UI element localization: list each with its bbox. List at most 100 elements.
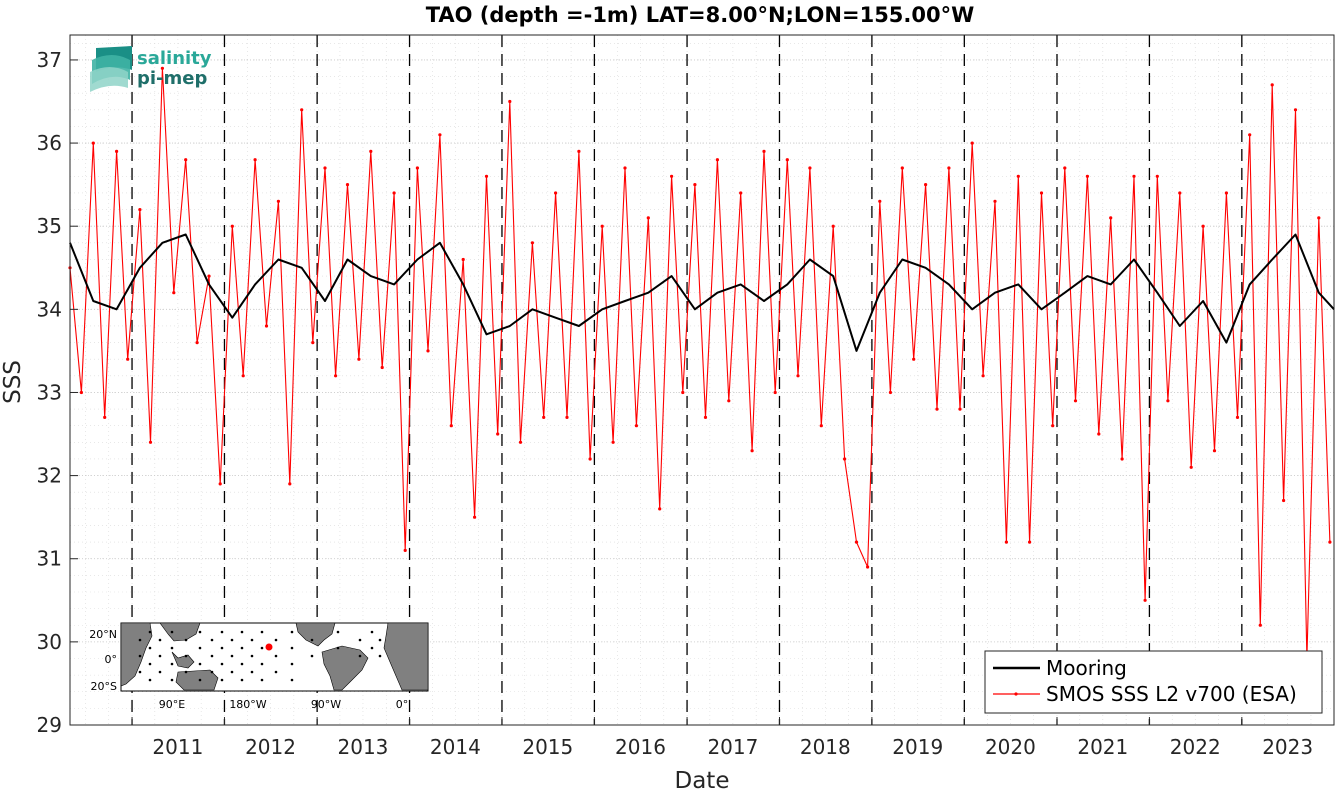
x-tick-label: 2012 bbox=[245, 735, 296, 759]
series-smos-point bbox=[831, 224, 835, 228]
series-smos-point bbox=[415, 166, 419, 170]
series-smos-point bbox=[878, 199, 882, 203]
inset-map-buoy bbox=[240, 630, 244, 634]
y-tick-label: 32 bbox=[37, 464, 62, 488]
series-smos-point bbox=[403, 548, 407, 553]
inset-map-buoy bbox=[170, 646, 174, 650]
series-smos-point bbox=[1248, 133, 1252, 137]
series-smos-point bbox=[634, 424, 639, 428]
series-smos-point bbox=[646, 216, 650, 220]
x-tick-label: 2019 bbox=[892, 735, 943, 759]
series-smos-point bbox=[230, 224, 234, 228]
series-smos-point bbox=[1201, 224, 1205, 228]
series-smos-point bbox=[565, 415, 569, 419]
series-smos-point bbox=[866, 565, 870, 569]
series-smos-point bbox=[1063, 166, 1067, 170]
series-smos-point bbox=[1212, 449, 1217, 453]
y-tick-label: 31 bbox=[37, 547, 62, 571]
series-smos-point bbox=[600, 224, 604, 228]
map-lat-label: 20°N bbox=[89, 628, 117, 641]
series-smos-point bbox=[854, 540, 859, 544]
inset-map-buoy bbox=[310, 654, 314, 658]
plot-area bbox=[70, 35, 1334, 725]
inset-map-buoy bbox=[210, 670, 214, 674]
series-smos-point bbox=[334, 374, 338, 378]
series-smos-point bbox=[773, 390, 777, 395]
inset-map-buoy bbox=[170, 678, 174, 682]
x-tick-label: 2015 bbox=[522, 735, 573, 759]
inset-map-buoy bbox=[230, 638, 234, 642]
series-smos-point bbox=[288, 482, 292, 486]
inset-map-buoy bbox=[240, 662, 244, 666]
y-tick-label: 30 bbox=[37, 630, 62, 654]
plot-frame bbox=[69, 34, 1335, 726]
inset-map-buoy bbox=[220, 630, 224, 634]
y-axis: 29 30 31 32 33 34 35 36 37 bbox=[37, 48, 78, 737]
inset-map-buoy bbox=[198, 678, 202, 682]
series-smos-point bbox=[935, 407, 939, 411]
series-smos-point bbox=[1282, 498, 1286, 503]
legend: Mooring SMOS SSS L2 v700 (ESA) bbox=[984, 650, 1323, 714]
series-smos-point bbox=[91, 141, 95, 145]
series-smos-point bbox=[496, 432, 500, 436]
series-layer bbox=[68, 66, 1335, 661]
series-smos-point bbox=[693, 183, 697, 187]
salinity-pimep-logo: salinity pi-mep bbox=[90, 46, 212, 92]
series-smos-point bbox=[900, 166, 904, 170]
inset-map-buoy bbox=[198, 662, 202, 666]
series-smos-point bbox=[843, 457, 847, 461]
map-lon-label: 180°W bbox=[229, 698, 266, 711]
map-lon-label: 0° bbox=[396, 698, 409, 711]
x-tick-label: 2016 bbox=[615, 735, 666, 759]
legend-label-mooring: Mooring bbox=[1046, 656, 1127, 680]
series-smos-point bbox=[542, 415, 546, 419]
series-smos-point bbox=[739, 191, 743, 195]
inset-map-buoy bbox=[148, 678, 152, 682]
inset-map-buoy bbox=[210, 638, 214, 642]
series-smos-point bbox=[611, 440, 615, 444]
series-smos-point bbox=[160, 66, 164, 70]
series-smos-point bbox=[808, 166, 812, 170]
x-axis-label: Date bbox=[675, 768, 730, 790]
inset-map-buoy bbox=[310, 638, 314, 642]
inset-map-buoy bbox=[198, 630, 202, 634]
series-smos-point bbox=[115, 149, 119, 153]
series-smos-point bbox=[300, 108, 304, 112]
y-axis-label: SSS bbox=[0, 360, 26, 404]
series-smos-point bbox=[1258, 623, 1262, 627]
inset-map-buoy bbox=[148, 630, 152, 634]
inset-map-buoy bbox=[138, 638, 142, 642]
legend-label-smos: SMOS SSS L2 v700 (ESA) bbox=[1046, 682, 1297, 706]
x-tick-label: 2011 bbox=[152, 735, 203, 759]
series-smos-point bbox=[888, 390, 893, 395]
series-smos-point bbox=[1166, 399, 1170, 403]
series-smos-point bbox=[1109, 216, 1113, 220]
inset-map-buoy bbox=[184, 638, 188, 642]
series-smos-point bbox=[993, 199, 997, 203]
logo-waves-icon bbox=[90, 46, 132, 92]
chart-title: TAO (depth =-1m) LAT=8.00°N;LON=155.00°W bbox=[426, 3, 975, 27]
series-smos-point bbox=[126, 357, 130, 361]
inset-map-buoy bbox=[220, 646, 224, 650]
series-smos-point bbox=[518, 440, 523, 444]
series-smos-point bbox=[1143, 598, 1147, 602]
series-smos-point bbox=[1028, 540, 1032, 544]
inset-map-buoy bbox=[358, 654, 362, 658]
inset-map-buoy bbox=[290, 646, 294, 650]
series-smos-point bbox=[345, 183, 350, 187]
series-smos-point bbox=[1085, 174, 1089, 178]
series-smos-point bbox=[138, 208, 142, 212]
series-smos-point bbox=[426, 349, 430, 353]
x-tick-label: 2020 bbox=[985, 735, 1036, 759]
inset-map-buoy bbox=[170, 630, 174, 634]
series-smos-point bbox=[508, 99, 512, 104]
inset-map-buoy bbox=[290, 678, 294, 682]
series-smos-point bbox=[276, 199, 280, 203]
inset-map-buoy bbox=[220, 678, 224, 682]
inset-map-buoy bbox=[138, 670, 142, 674]
inset-map-buoy bbox=[184, 670, 188, 674]
series-smos-point bbox=[473, 515, 477, 519]
series-smos-point bbox=[577, 149, 581, 153]
series-smos-point bbox=[762, 149, 766, 153]
